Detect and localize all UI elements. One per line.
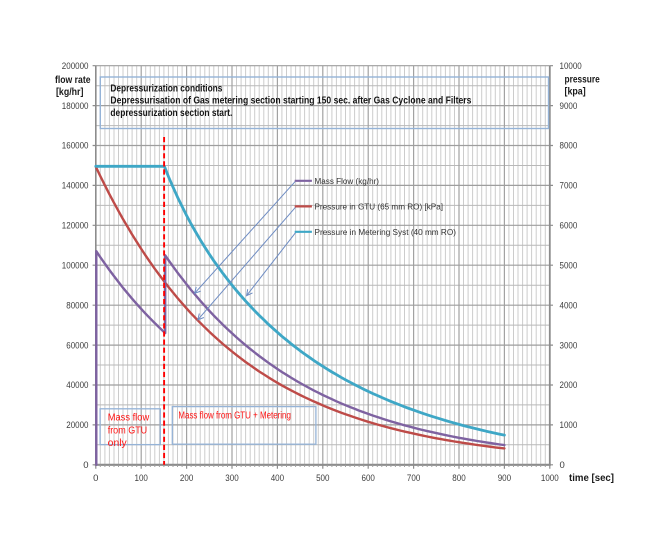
svg-text:100: 100 (135, 473, 148, 484)
svg-text:80000: 80000 (66, 300, 88, 311)
svg-text:400: 400 (271, 473, 284, 484)
svg-text:20000: 20000 (66, 420, 88, 431)
svg-text:Mass Flow (kg/hr): Mass Flow (kg/hr) (315, 176, 380, 186)
svg-text:1000: 1000 (541, 473, 559, 484)
svg-text:only: only (108, 438, 127, 449)
svg-text:0: 0 (560, 460, 565, 471)
svg-text:500: 500 (316, 473, 329, 484)
svg-text:Pressure in GTU (65 mm RO) [kP: Pressure in GTU (65 mm RO) [kPa] (315, 201, 444, 211)
svg-text:6000: 6000 (560, 221, 578, 232)
svg-text:0: 0 (83, 460, 88, 471)
svg-text:60000: 60000 (66, 340, 88, 351)
svg-text:Mass flow from GTU + Metering: Mass flow from GTU + Metering (178, 411, 291, 422)
svg-text:depressurization section start: depressurization section start. (110, 107, 232, 119)
svg-text:time [sec]: time [sec] (569, 473, 614, 484)
svg-text:100000: 100000 (62, 260, 89, 271)
svg-text:pressure: pressure (565, 73, 600, 85)
svg-text:flow rate: flow rate (55, 74, 91, 86)
svg-text:8000: 8000 (560, 141, 578, 152)
svg-text:300: 300 (225, 473, 238, 484)
svg-text:9000: 9000 (560, 101, 578, 112)
svg-text:160000: 160000 (62, 141, 89, 152)
svg-text:0: 0 (93, 473, 98, 484)
svg-text:10000: 10000 (560, 61, 582, 72)
svg-text:180000: 180000 (62, 101, 89, 112)
svg-text:5000: 5000 (560, 260, 578, 271)
svg-text:200: 200 (180, 473, 193, 484)
svg-text:700: 700 (407, 473, 420, 484)
svg-text:120000: 120000 (62, 221, 89, 232)
svg-text:Depressurization conditions: Depressurization conditions (110, 82, 222, 94)
svg-text:800: 800 (452, 473, 465, 484)
svg-text:3000: 3000 (560, 340, 578, 351)
svg-text:2000: 2000 (560, 380, 578, 391)
svg-text:900: 900 (498, 473, 511, 484)
svg-text:200000: 200000 (62, 61, 89, 72)
svg-text:Depressurisation of Gas meteri: Depressurisation of Gas metering section… (110, 95, 471, 107)
svg-text:[kpa]: [kpa] (565, 85, 586, 97)
svg-text:140000: 140000 (62, 181, 89, 192)
svg-text:4000: 4000 (560, 300, 578, 311)
svg-text:[kg/hr]: [kg/hr] (56, 86, 83, 98)
svg-text:7000: 7000 (560, 181, 578, 192)
svg-text:600: 600 (362, 473, 375, 484)
svg-text:from GTU: from GTU (108, 425, 148, 436)
svg-text:Mass flow: Mass flow (108, 413, 150, 424)
svg-text:40000: 40000 (66, 380, 88, 391)
svg-text:1000: 1000 (560, 420, 578, 431)
svg-text:Pressure in Metering Syst (40: Pressure in Metering Syst (40 mm RO) (315, 227, 457, 237)
